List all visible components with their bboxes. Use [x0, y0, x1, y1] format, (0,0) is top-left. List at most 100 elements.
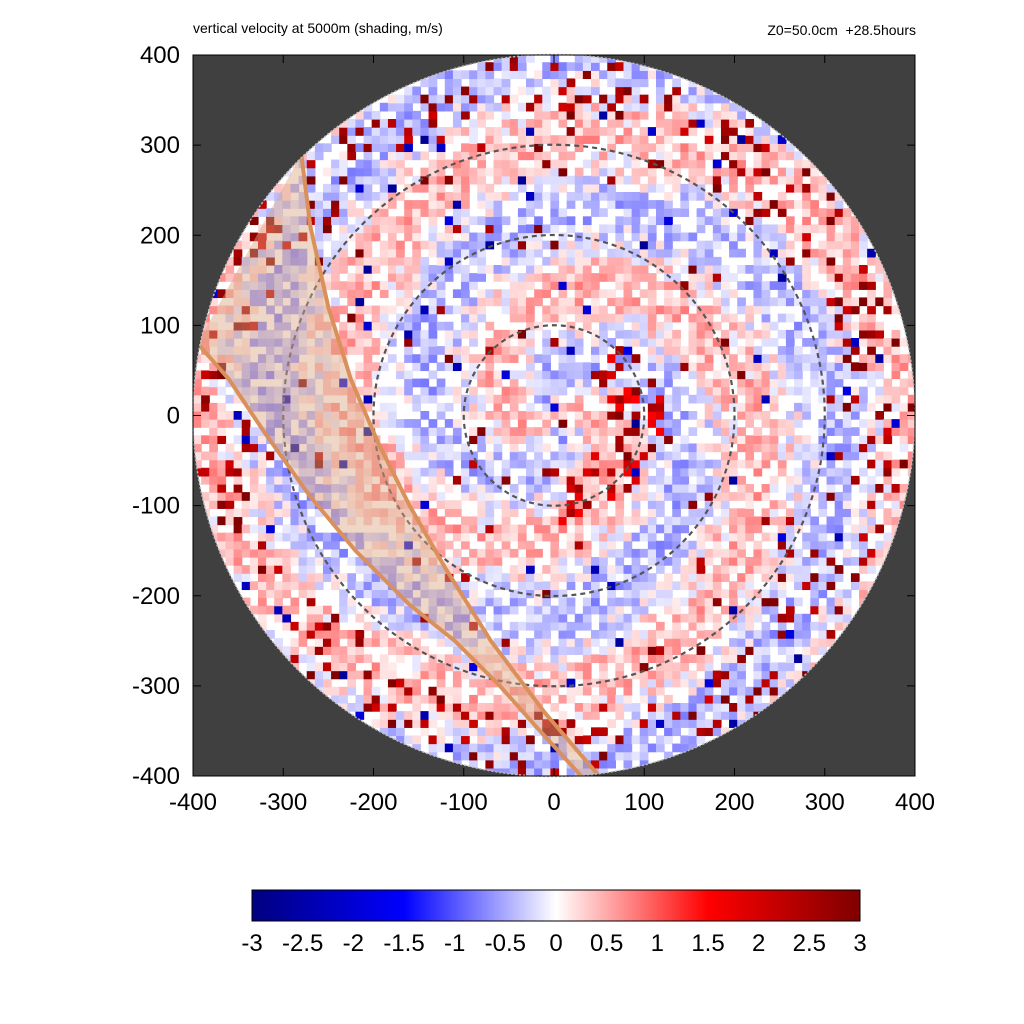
field-cell	[266, 540, 275, 550]
field-cell	[298, 313, 308, 323]
field-cell	[461, 589, 470, 599]
field-cell	[842, 329, 852, 339]
field-cell	[794, 402, 803, 412]
field-cell	[574, 516, 584, 526]
field-cell	[233, 297, 243, 307]
field-cell	[623, 127, 633, 136]
field-cell	[566, 86, 576, 96]
field-cell	[647, 175, 657, 185]
field-cell	[647, 573, 657, 582]
field-cell	[355, 362, 365, 372]
field-cell	[542, 191, 551, 201]
field-cell	[526, 78, 535, 88]
field-cell	[225, 370, 235, 380]
field-cell	[574, 743, 584, 753]
field-cell	[477, 86, 487, 96]
field-cell	[306, 581, 316, 591]
field-cell	[331, 135, 340, 144]
field-cell	[542, 354, 551, 363]
field-cell	[802, 232, 811, 242]
field-cell	[298, 329, 308, 339]
field-cell	[241, 297, 251, 307]
field-cell	[761, 573, 771, 582]
field-cell	[745, 621, 755, 631]
field-cell	[753, 200, 763, 209]
field-cell	[331, 694, 340, 704]
field-cell	[274, 638, 283, 647]
field-cell	[461, 711, 470, 720]
field-cell	[753, 305, 763, 315]
field-cell	[867, 313, 876, 323]
field-cell	[404, 508, 413, 518]
field-cell	[201, 492, 210, 501]
field-cell	[664, 670, 673, 680]
field-cell	[257, 402, 267, 412]
field-cell	[566, 475, 576, 485]
field-cell	[623, 743, 633, 753]
field-cell	[680, 110, 690, 120]
field-cell	[737, 151, 746, 161]
field-cell	[477, 492, 487, 501]
field-cell	[720, 378, 730, 388]
field-cell	[688, 256, 698, 266]
field-cell	[777, 613, 787, 623]
field-cell	[444, 581, 454, 591]
field-cell	[209, 305, 218, 315]
field-cell	[599, 605, 608, 615]
field-cell	[599, 678, 608, 688]
field-cell	[501, 540, 511, 550]
field-cell	[517, 646, 527, 655]
field-cell	[550, 621, 560, 631]
field-cell	[339, 264, 348, 274]
field-cell	[582, 273, 592, 282]
field-cell	[314, 646, 324, 655]
field-cell	[363, 402, 373, 412]
field-cell	[834, 378, 844, 388]
field-cell	[696, 573, 706, 582]
field-cell	[404, 264, 413, 274]
field-cell	[331, 508, 340, 518]
field-cell	[274, 419, 283, 428]
field-cell	[526, 492, 535, 501]
field-cell	[298, 548, 308, 558]
field-cell	[558, 621, 568, 631]
field-cell	[582, 459, 592, 469]
field-cell	[477, 678, 487, 688]
field-cell	[282, 500, 292, 509]
field-cell	[842, 589, 852, 599]
field-cell	[785, 565, 795, 574]
field-cell	[639, 419, 649, 428]
field-cell	[379, 346, 389, 355]
field-cell	[599, 613, 608, 623]
field-cell	[233, 524, 243, 534]
field-cell	[655, 386, 665, 396]
field-cell	[769, 232, 779, 242]
field-cell	[655, 435, 665, 445]
field-cell	[712, 427, 722, 436]
field-cell	[737, 118, 746, 128]
field-cell	[810, 516, 820, 526]
field-cell	[404, 200, 413, 209]
field-cell	[444, 305, 454, 315]
field-cell	[745, 500, 755, 509]
field-cell	[672, 516, 681, 526]
field-cell	[436, 143, 446, 153]
field-cell	[379, 313, 389, 323]
field-cell	[290, 256, 300, 266]
field-cell	[493, 532, 503, 542]
field-cell	[436, 175, 446, 185]
field-cell	[631, 394, 641, 404]
field-cell	[387, 248, 397, 258]
field-cell	[314, 435, 324, 445]
field-cell	[542, 378, 551, 388]
field-cell	[720, 127, 730, 136]
field-cell	[509, 629, 519, 639]
field-cell	[501, 605, 511, 615]
field-cell	[664, 402, 673, 412]
field-cell	[802, 394, 811, 404]
field-cell	[379, 191, 389, 201]
field-cell	[331, 670, 340, 680]
field-cell	[509, 370, 519, 380]
field-cell	[225, 508, 235, 518]
field-cell	[558, 459, 568, 469]
